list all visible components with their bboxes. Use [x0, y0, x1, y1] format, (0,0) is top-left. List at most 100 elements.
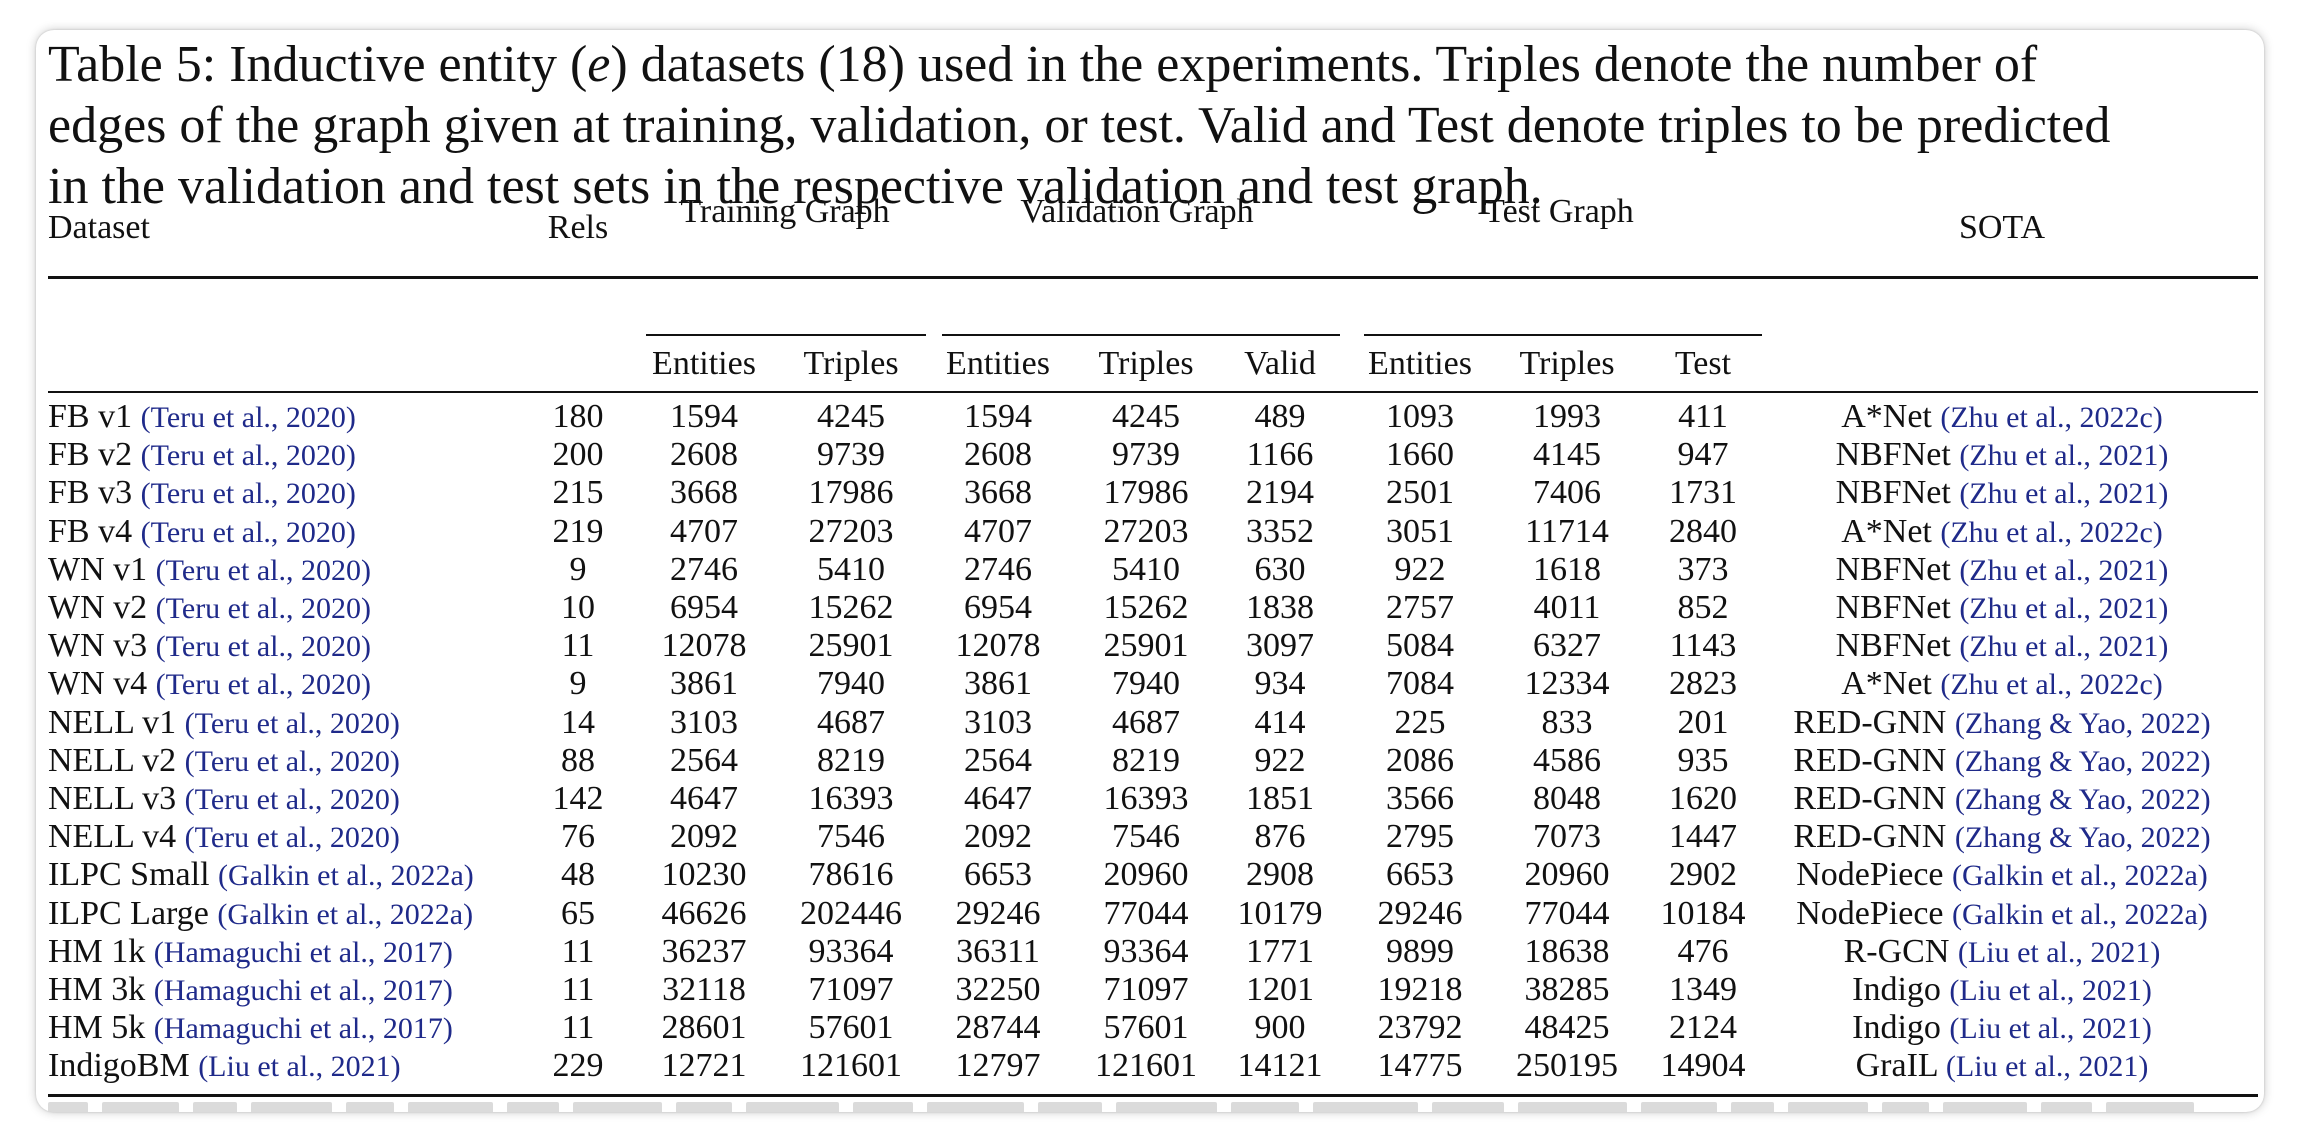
sota-method: NBFNet — [1835, 551, 1951, 588]
cell-valid: 414 — [1254, 704, 1306, 741]
sota-citation-link[interactable]: (Liu et al., 2021) — [1945, 1050, 2149, 1083]
cell-te-tri: 250195 — [1516, 1047, 1618, 1084]
sota-citation-link[interactable]: (Zhu et al., 2021) — [1959, 477, 2169, 510]
dataset-name: FB v2 — [48, 436, 133, 473]
sota-cell: NBFNet (Zhu et al., 2021) — [1836, 436, 2169, 475]
dataset-cell: FB v2 (Teru et al., 2020) — [48, 436, 356, 475]
sota-citation-link[interactable]: (Galkin et al., 2022a) — [1952, 898, 2208, 931]
dataset-citation-link[interactable]: (Teru et al., 2020) — [140, 401, 356, 434]
sota-cell: GraIL (Liu et al., 2021) — [1856, 1047, 2149, 1086]
dataset-citation-link[interactable]: (Teru et al., 2020) — [155, 554, 371, 587]
cell-va-ent: 32250 — [955, 971, 1041, 1008]
cutoff-text-fragment — [251, 1102, 332, 1112]
dataset-cell: FB v4 (Teru et al., 2020) — [48, 513, 356, 552]
dataset-name: WN v3 — [48, 627, 148, 664]
dataset-name: WN v2 — [48, 589, 148, 626]
dataset-name: FB v1 — [48, 398, 133, 435]
cell-rels: 11 — [561, 627, 595, 664]
cell-tr-ent: 4707 — [670, 513, 738, 550]
cell-te-tri: 8048 — [1533, 780, 1601, 817]
dataset-name: FB v4 — [48, 513, 133, 550]
sota-citation-link[interactable]: (Zhu et al., 2021) — [1959, 439, 2169, 472]
cell-te-ent: 225 — [1394, 704, 1446, 741]
cell-test: 10184 — [1660, 895, 1746, 932]
cell-tr-ent: 12078 — [661, 627, 747, 664]
cell-te-tri: 48425 — [1524, 1009, 1610, 1046]
sota-citation-link[interactable]: (Zhu et al., 2022c) — [1940, 401, 2163, 434]
dataset-citation-link[interactable]: (Teru et al., 2020) — [155, 668, 371, 701]
sota-citation-link[interactable]: (Galkin et al., 2022a) — [1952, 859, 2208, 892]
cutoff-text-fragment — [48, 1102, 88, 1112]
sota-citation-link[interactable]: (Zhang & Yao, 2022) — [1954, 745, 2211, 778]
cell-tr-ent: 3668 — [670, 474, 738, 511]
cutoff-text-fragment — [676, 1102, 732, 1112]
sota-citation-link[interactable]: (Liu et al., 2021) — [1949, 974, 2152, 1007]
sota-cell: NBFNet (Zhu et al., 2021) — [1836, 589, 2169, 628]
dataset-citation-link[interactable]: (Teru et al., 2020) — [140, 439, 356, 472]
cell-valid: 2908 — [1246, 856, 1314, 893]
dataset-citation-link[interactable]: (Galkin et al., 2022a) — [218, 859, 474, 892]
sota-cell: A*Net (Zhu et al., 2022c) — [1841, 665, 2163, 704]
dataset-citation-link[interactable]: (Teru et al., 2020) — [184, 745, 400, 778]
sota-citation-link[interactable]: (Zhu et al., 2022c) — [1940, 516, 2163, 549]
dataset-name: HM 5k — [48, 1009, 146, 1046]
cell-va-tri: 7940 — [1112, 665, 1180, 702]
cutoff-text-fragment — [1313, 1102, 1418, 1112]
header-test-test: Test — [1674, 345, 1732, 382]
header-val-triples: Triples — [1098, 345, 1194, 382]
sota-citation-link[interactable]: (Zhang & Yao, 2022) — [1954, 707, 2211, 740]
dataset-citation-link[interactable]: (Liu et al., 2021) — [198, 1050, 401, 1083]
cell-valid: 934 — [1254, 665, 1306, 702]
caption-variable: e — [587, 36, 611, 93]
sota-citation-link[interactable]: (Zhu et al., 2021) — [1959, 554, 2169, 587]
sota-citation-link[interactable]: (Liu et al., 2021) — [1949, 1012, 2152, 1045]
dataset-citation-link[interactable]: (Teru et al., 2020) — [184, 783, 400, 816]
sota-citation-link[interactable]: (Zhu et al., 2021) — [1959, 592, 2169, 625]
cell-tr-tri: 5410 — [817, 551, 885, 588]
cell-valid: 876 — [1254, 818, 1306, 855]
cutoff-text-fragment — [1518, 1102, 1627, 1112]
cell-tr-tri: 16393 — [808, 780, 894, 817]
cell-te-ent: 1660 — [1386, 436, 1454, 473]
dataset-citation-link[interactable]: (Hamaguchi et al., 2017) — [153, 936, 453, 969]
cell-va-tri: 77044 — [1103, 895, 1189, 932]
dataset-citation-link[interactable]: (Teru et al., 2020) — [184, 821, 400, 854]
dataset-citation-link[interactable]: (Hamaguchi et al., 2017) — [153, 1012, 453, 1045]
dataset-cell: NELL v2 (Teru et al., 2020) — [48, 742, 400, 781]
cutoff-text-fragment — [1641, 1102, 1717, 1112]
sota-method: R-GCN — [1843, 933, 1950, 970]
dataset-citation-link[interactable]: (Teru et al., 2020) — [140, 477, 356, 510]
cell-tr-tri: 93364 — [808, 933, 894, 970]
cell-te-tri: 833 — [1541, 704, 1593, 741]
cutoff-text-fragment — [2041, 1102, 2092, 1112]
cell-va-ent: 36311 — [956, 933, 1040, 970]
cell-tr-tri: 71097 — [808, 971, 894, 1008]
cell-te-ent: 3051 — [1386, 513, 1454, 550]
cell-va-ent: 2564 — [964, 742, 1032, 779]
sota-citation-link[interactable]: (Zhang & Yao, 2022) — [1954, 783, 2211, 816]
dataset-citation-link[interactable]: (Teru et al., 2020) — [140, 516, 356, 549]
cell-valid: 630 — [1254, 551, 1306, 588]
sota-cell: RED-GNN (Zhang & Yao, 2022) — [1793, 742, 2210, 781]
cell-test: 14904 — [1660, 1047, 1746, 1084]
header-dataset: Dataset — [48, 209, 150, 246]
sota-citation-link[interactable]: (Liu et al., 2021) — [1957, 936, 2161, 969]
header-train-triples: Triples — [803, 345, 899, 382]
dataset-citation-link[interactable]: (Teru et al., 2020) — [155, 592, 371, 625]
dataset-citation-link[interactable]: (Teru et al., 2020) — [184, 707, 400, 740]
cell-valid: 1771 — [1246, 933, 1314, 970]
dataset-citation-link[interactable]: (Teru et al., 2020) — [155, 630, 371, 663]
sota-citation-link[interactable]: (Zhang & Yao, 2022) — [1954, 821, 2211, 854]
dataset-citation-link[interactable]: (Hamaguchi et al., 2017) — [153, 974, 453, 1007]
cell-tr-tri: 4245 — [817, 398, 885, 435]
dataset-name: NELL v2 — [48, 742, 177, 779]
cell-va-tri: 25901 — [1103, 627, 1189, 664]
cell-va-ent: 28744 — [955, 1009, 1041, 1046]
cell-test: 2840 — [1669, 513, 1737, 550]
sota-citation-link[interactable]: (Zhu et al., 2022c) — [1940, 668, 2163, 701]
sota-citation-link[interactable]: (Zhu et al., 2021) — [1959, 630, 2169, 663]
cell-tr-ent: 10230 — [661, 856, 747, 893]
sota-method: RED-GNN — [1793, 742, 1947, 779]
cell-tr-ent: 3103 — [670, 704, 738, 741]
dataset-citation-link[interactable]: (Galkin et al., 2022a) — [217, 898, 474, 931]
